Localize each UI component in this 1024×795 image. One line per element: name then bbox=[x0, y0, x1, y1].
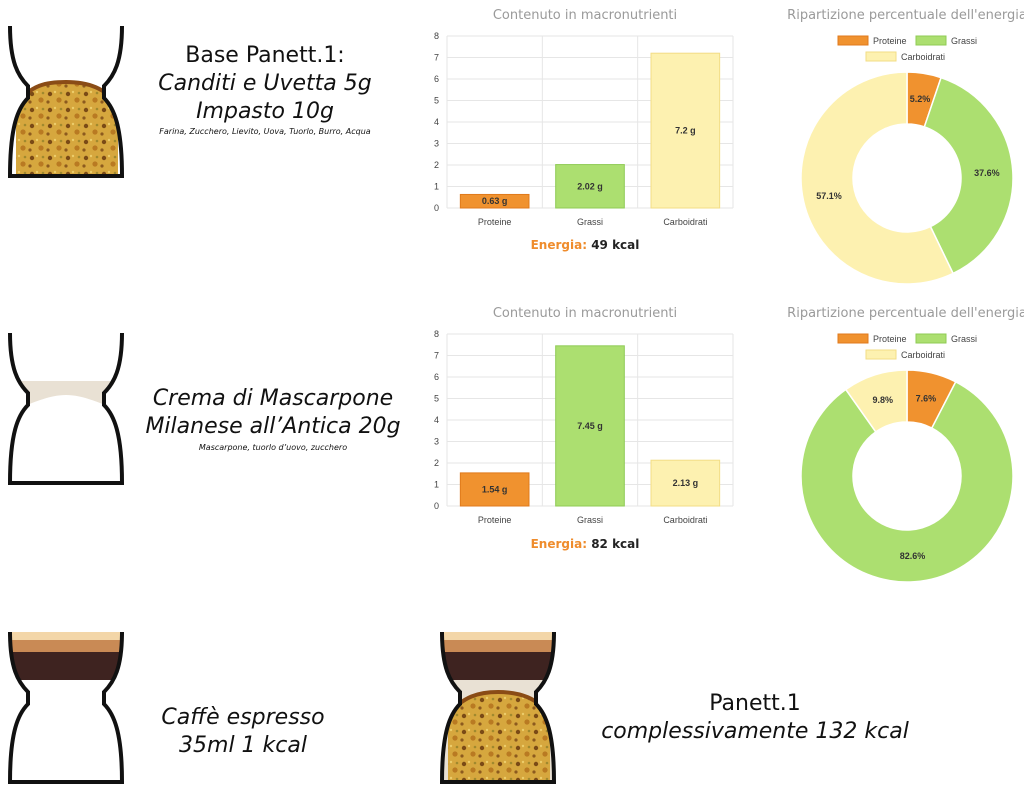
block-1-line1: Base Panett.1: bbox=[185, 43, 345, 68]
bar-value-label: 2.02 g bbox=[577, 181, 603, 191]
y-tick-label: 2 bbox=[434, 160, 439, 170]
y-tick-label: 4 bbox=[434, 415, 439, 425]
bar-chart-2: 0 1 2 3 4 5 6 7 8 1.54 g Proteine 7.45 g Grassi 2.13 … bbox=[434, 329, 734, 525]
glass-mascarpone bbox=[7, 332, 125, 485]
block-1-title: Base Panett.1: Canditi e Uvetta 5g Impas… bbox=[130, 42, 400, 126]
x-tick-label: Carboidrati bbox=[663, 217, 707, 227]
block-2-line2: Milanese all’Antica 20g bbox=[145, 414, 401, 439]
slice-value-label: 57.1% bbox=[816, 191, 842, 201]
x-tick-label: Proteine bbox=[478, 515, 512, 525]
slice-carboidrati bbox=[800, 71, 955, 285]
legend-swatch bbox=[865, 349, 897, 360]
bar-proteine bbox=[459, 472, 530, 507]
panettone-slice bbox=[16, 82, 118, 176]
block-4-title: Panett.1 complessivamente 132 kcal bbox=[580, 690, 930, 746]
slice-grassi bbox=[800, 380, 1014, 583]
block-4-line1: Panett.1 bbox=[709, 691, 801, 716]
block-4-line2: complessivamente 132 kcal bbox=[601, 719, 909, 744]
legend-swatch bbox=[915, 35, 947, 46]
slice-value-label: 7.6% bbox=[916, 393, 937, 403]
block-1-line2: Canditi e Uvetta 5g bbox=[158, 71, 372, 96]
y-tick-label: 1 bbox=[434, 182, 439, 192]
block-3-title: Caffè espresso 35ml 1 kcal bbox=[140, 704, 346, 760]
slice-grassi bbox=[923, 76, 1014, 275]
glass-espresso bbox=[7, 631, 125, 784]
panettone-slice bbox=[448, 692, 550, 782]
y-tick-label: 3 bbox=[434, 437, 439, 447]
slice-value-label: 9.8% bbox=[872, 395, 893, 405]
energy-1-label: Energia: bbox=[530, 238, 588, 252]
energy-1: Energia: 49 kcal bbox=[430, 238, 740, 252]
legend-label: Proteine bbox=[873, 36, 907, 46]
y-tick-label: 8 bbox=[434, 31, 439, 41]
pie-chart-2-title: Ripartizione percentuale dell'energia bbox=[787, 306, 1024, 321]
bar-chart-2-title: Contenuto in macronutrienti bbox=[492, 306, 678, 321]
pie-chart-1-title: Ripartizione percentuale dell'energia bbox=[787, 8, 1024, 23]
bar-chart-1-title: Contenuto in macronutrienti bbox=[492, 8, 678, 23]
slice-value-label: 37.6% bbox=[974, 168, 1000, 178]
x-tick-label: Grassi bbox=[577, 515, 603, 525]
block-2-subtitle: Mascarpone, tuorlo d’uovo, zucchero bbox=[198, 443, 348, 452]
slice-value-label: 5.2% bbox=[910, 94, 931, 104]
energy-2: Energia: 82 kcal bbox=[430, 537, 740, 551]
y-tick-label: 7 bbox=[434, 53, 439, 63]
pie-chart-2: Proteine Grassi Carboidrati 7.6% 82.6% 9.8% bbox=[800, 333, 1014, 583]
block-3-line1: Caffè espresso bbox=[161, 705, 325, 730]
bar-value-label: 2.13 g bbox=[673, 478, 699, 488]
pie-chart-1: Proteine Grassi Carboidrati 5.2% 37.6% 57.1% bbox=[800, 35, 1014, 285]
energy-2-label: Energia: bbox=[530, 537, 588, 551]
bar-value-label: 0.63 g bbox=[482, 196, 508, 206]
legend-swatch bbox=[915, 333, 947, 344]
legend-label: Carboidrati bbox=[901, 52, 945, 62]
block-3-line2: 35ml 1 kcal bbox=[179, 733, 307, 758]
y-tick-label: 3 bbox=[434, 139, 439, 149]
y-tick-label: 0 bbox=[434, 501, 439, 511]
bar-grassi bbox=[555, 345, 625, 507]
legend-swatch bbox=[865, 51, 897, 62]
slice-value-label: 82.6% bbox=[900, 551, 926, 561]
block-2-title: Crema di Mascarpone Milanese all’Antica … bbox=[132, 385, 414, 441]
bar-value-label: 7.2 g bbox=[675, 126, 696, 136]
glass-panettone bbox=[7, 25, 125, 178]
block-1-line3: Impasto 10g bbox=[196, 99, 334, 124]
legend-label: Grassi bbox=[951, 334, 977, 344]
bar-grassi bbox=[555, 164, 625, 209]
bar-value-label: 1.54 g bbox=[482, 484, 508, 494]
legend-label: Carboidrati bbox=[901, 350, 945, 360]
y-tick-label: 7 bbox=[434, 351, 439, 361]
legend-swatch bbox=[837, 333, 869, 344]
bar-carboidrati bbox=[650, 52, 721, 209]
block-1-subtitle: Farina, Zucchero, Lievito, Uova, Tuorlo,… bbox=[159, 127, 371, 136]
y-tick-label: 5 bbox=[434, 96, 439, 106]
y-tick-label: 2 bbox=[434, 458, 439, 468]
bar-chart-1: 0 1 2 3 4 5 6 7 8 0.63 g Proteine 2.02 g Grassi 7.2 g… bbox=[434, 31, 734, 227]
energy-1-value: 49 kcal bbox=[591, 238, 640, 252]
legend-swatch bbox=[837, 35, 869, 46]
bar-proteine bbox=[459, 193, 530, 209]
y-tick-label: 8 bbox=[434, 329, 439, 339]
legend-label: Grassi bbox=[951, 36, 977, 46]
y-tick-label: 1 bbox=[434, 480, 439, 490]
energy-2-value: 82 kcal bbox=[591, 537, 640, 551]
legend-label: Proteine bbox=[873, 334, 907, 344]
x-tick-label: Proteine bbox=[478, 217, 512, 227]
bar-carboidrati bbox=[650, 459, 721, 507]
y-tick-label: 5 bbox=[434, 394, 439, 404]
x-tick-label: Carboidrati bbox=[663, 515, 707, 525]
y-tick-label: 4 bbox=[434, 117, 439, 127]
x-tick-label: Grassi bbox=[577, 217, 603, 227]
slice-carboidrati bbox=[844, 369, 908, 433]
y-tick-label: 6 bbox=[434, 372, 439, 382]
block-2-line1: Crema di Mascarpone bbox=[152, 386, 394, 411]
y-tick-label: 0 bbox=[434, 203, 439, 213]
bar-value-label: 7.45 g bbox=[577, 421, 603, 431]
glass-combined bbox=[439, 631, 557, 784]
y-tick-label: 6 bbox=[434, 74, 439, 84]
